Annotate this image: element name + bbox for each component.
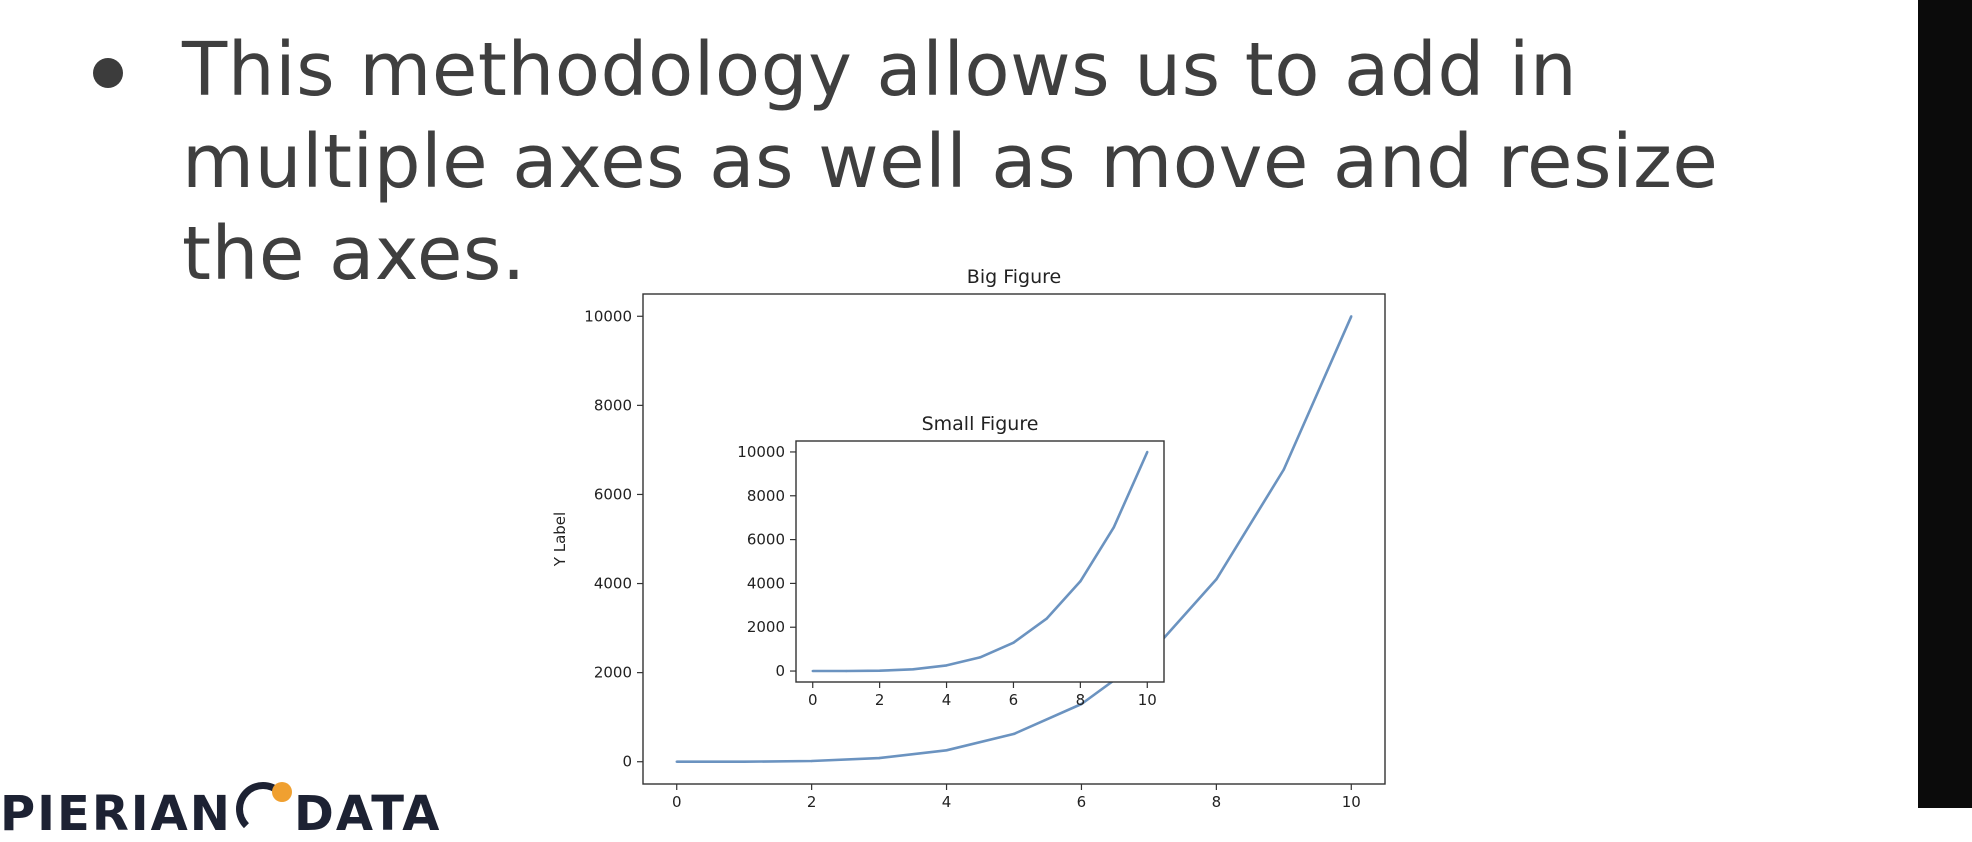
chart-small-xtick-label-0: 0 [808,691,818,709]
chart-small-point-9 [1112,526,1116,529]
bullet-line-3: the axes. [182,211,526,297]
chart-small-point-4 [945,664,948,667]
chart-small-frame [795,440,1165,683]
chart-big-point-3 [877,756,881,760]
right-edge-bar [1918,0,1972,808]
chart-big-ytick-label-4: 8000 [594,396,632,414]
chart-big-ytick-label-2: 4000 [594,575,632,593]
chart-small-xtick-label-3: 6 [1009,691,1019,709]
bullet-line-2: multiple axes as well as move and resize [182,119,1719,205]
chart-small-point-3 [911,668,915,671]
chart-small-ytick-label-5: 10000 [737,443,785,461]
chart-small-xtick-label-4: 8 [1076,691,1086,709]
bullet-dot-icon [93,58,123,88]
chart-small-xtick-label-5: 10 [1138,691,1157,709]
chart-small-point-10 [1146,450,1149,454]
chart-big-ytick-label-1: 2000 [594,664,632,682]
chart-small-xtick-label-1: 2 [875,691,885,709]
logo-text-left: PIERIAN [0,786,232,842]
chart-big-ytick-label-5: 10000 [584,307,632,325]
chart-small: Small Figure 0 2 4 6 8 10 0 2000 4000 6000 8000 1000… [737,413,1165,709]
chart-small-point-1 [844,669,848,673]
chart-big-point-1 [742,760,746,763]
chart-big-point-6 [1080,702,1083,706]
chart-big-xtick-label-1: 2 [807,793,817,808]
chart-small-ytick-label-1: 2000 [747,618,785,636]
chart-big-point-8 [1215,578,1218,581]
logo-orb-icon [272,782,292,802]
bullet-text: This methodology allows us to add in mul… [182,24,1802,300]
chart-small-point-5 [978,656,982,659]
chart-big-xtick-label-2: 4 [942,793,952,808]
bullet-line-1: This methodology allows us to add in [182,27,1578,113]
chart-small-title: Small Figure [922,413,1039,435]
chart-big-xtick-label-3: 6 [1077,793,1087,808]
chart-small-point-0 [811,669,814,673]
chart-small-ytick-label-0: 0 [775,662,785,680]
chart-big-xtick-label-4: 8 [1212,793,1222,808]
chart-small-point-2 [878,669,881,672]
chart-small-ytick-label-3: 6000 [747,531,785,549]
slide: This methodology allows us to add in mul… [0,24,1802,838]
chart-small-xtick-label-2: 4 [942,691,952,709]
chart-big-point-9 [1282,468,1286,471]
chart-small-point-8 [1079,580,1082,583]
chart-big-xtick-label-0: 0 [672,793,682,808]
chart-small-point-7 [1045,617,1049,620]
chart-big-point-5 [1012,732,1016,736]
pierian-data-logo: PIERIAN DATA [0,776,460,838]
chart-small-point-6 [1012,641,1015,644]
chart-big-point-10 [1350,315,1353,318]
chart-small-ytick-label-4: 8000 [747,487,785,505]
chart-big-title: Big Figure [967,266,1061,288]
chart-big-ytick-label-0: 0 [622,753,632,771]
chart-big-ytick-label-3: 6000 [594,485,632,503]
chart-big-point-2 [810,759,813,763]
chart-big-point-4 [945,749,948,752]
chart-small-ytick-label-2: 4000 [747,574,785,592]
logo-text-right: DATA [293,786,442,842]
chart-big-point-0 [675,760,678,763]
chart-big-xtick-label-5: 10 [1342,793,1361,808]
chart-big-ylabel: Y Label [551,512,569,567]
